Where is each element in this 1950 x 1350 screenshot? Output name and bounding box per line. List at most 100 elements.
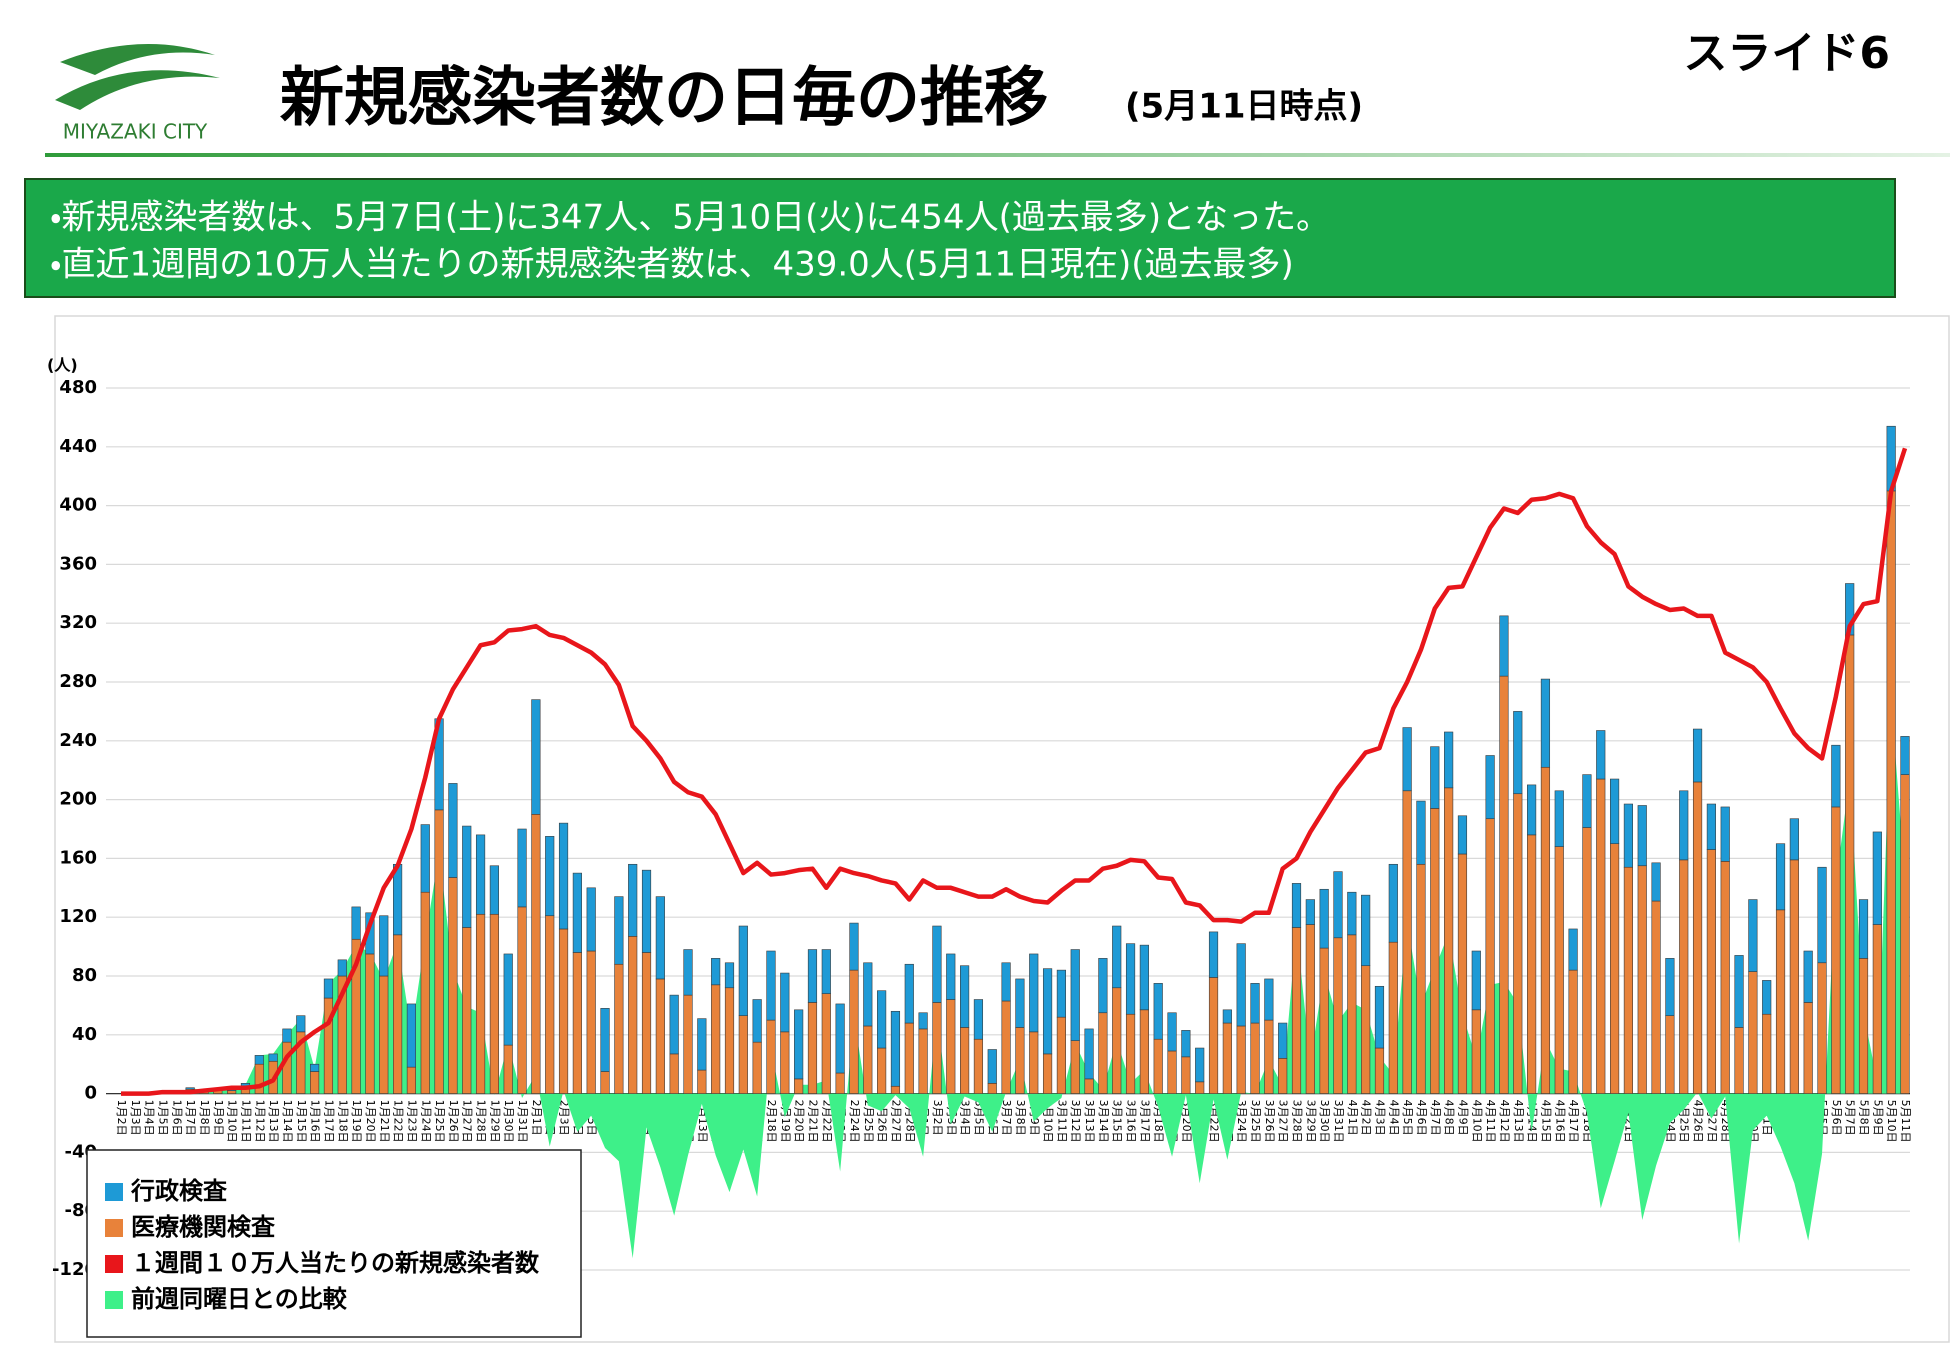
bar-segment (1250, 1022, 1260, 1094)
bar-segment (1568, 928, 1578, 971)
bar-segment (1208, 977, 1219, 1094)
bar-segment (185, 1087, 195, 1090)
x-tick-label: 3月28日 (1291, 1100, 1304, 1143)
bar-segment (1513, 711, 1523, 795)
bar-segment (1568, 969, 1578, 1094)
x-tick-label: 2月24日 (848, 1100, 861, 1143)
y-tick-label: 200 (59, 789, 97, 810)
bar-segment (1070, 949, 1080, 1041)
header-rule (45, 153, 1950, 157)
bar-segment (1181, 1056, 1191, 1094)
bar-segment (1430, 808, 1440, 1094)
x-tick-label: 2月19日 (779, 1100, 792, 1143)
bar-segment (628, 936, 638, 1094)
bar-segment (1153, 983, 1163, 1040)
bar-segment (254, 1063, 264, 1094)
rate-line (121, 447, 1908, 1096)
bar-segment (946, 999, 956, 1094)
bar-segment (794, 1078, 804, 1094)
page-title: 新規感染者数の日毎の推移 (280, 62, 1048, 136)
bar-segment (1070, 1040, 1080, 1094)
bar-segment (558, 928, 569, 1094)
bar-segment (1692, 781, 1703, 1094)
x-tick-label: 1月18日 (336, 1100, 349, 1143)
x-tick-label: 1月26日 (447, 1100, 460, 1143)
x-tick-label: 2月27日 (889, 1100, 902, 1143)
bar-segment (766, 1019, 776, 1094)
y-tick-label: 0 (84, 1083, 97, 1104)
x-tick-label: 3月24日 (1235, 1100, 1248, 1143)
x-tick-label: 4月1日 (1346, 1100, 1359, 1136)
bar-segment (600, 1008, 610, 1072)
bar-segment (351, 906, 361, 940)
x-tick-label: 1月27日 (461, 1100, 474, 1143)
y-tick-label: 320 (59, 612, 97, 633)
x-tick-label: 2月18日 (765, 1100, 778, 1143)
bar-segment (946, 953, 956, 1000)
x-tick-label: 3月17日 (1138, 1100, 1151, 1143)
bar-segment (254, 1055, 264, 1065)
x-tick-label: 3月13日 (1083, 1100, 1096, 1143)
bar-segment (475, 834, 486, 915)
bar-segment (1416, 863, 1426, 1094)
bar-segment (1692, 728, 1703, 783)
bar-segment (835, 1072, 845, 1094)
bar-segment (904, 1022, 914, 1094)
x-tick-label: 4月4日 (1387, 1100, 1400, 1136)
bar-segment (1803, 950, 1813, 1003)
bar-segment (1527, 784, 1537, 836)
notice-line: ・新規感染者数は、5月7日(土)に347人、5月10日(火)に454人(過去最多… (50, 198, 1330, 238)
bar-segment (379, 975, 389, 1094)
y-tick-label: 80 (72, 965, 97, 986)
bar-segment (572, 872, 582, 953)
bar-segment (1402, 727, 1412, 792)
bar-segment (1084, 1028, 1094, 1080)
bar-segment (1651, 862, 1661, 902)
bar-segment (1319, 888, 1329, 949)
bar-segment (1374, 985, 1385, 1049)
bar-segment (1762, 1013, 1772, 1094)
bar-segment (987, 1083, 997, 1094)
page-subtitle: (5月11日時点) (1125, 87, 1363, 127)
bar-segment (1499, 615, 1509, 677)
bar-segment (227, 1090, 237, 1094)
bar-segment (821, 993, 831, 1094)
bar-segment (849, 969, 859, 1094)
x-tick-label: 3月7日 (1000, 1100, 1013, 1136)
x-tick-label: 3月27日 (1277, 1100, 1290, 1143)
bar-segment (531, 813, 541, 1094)
bar-segment (1139, 944, 1149, 1011)
bar-segment (1900, 736, 1910, 775)
x-tick-label: 4月17日 (1567, 1100, 1580, 1143)
bar-segment (1499, 675, 1509, 1094)
bar-segment (835, 1003, 845, 1074)
legend-swatch (105, 1183, 123, 1201)
logo: MIYAZAKI CITY (55, 44, 220, 144)
bar-segment (1665, 1015, 1675, 1094)
bar-segment (1734, 1027, 1744, 1094)
bar-segment (517, 828, 527, 908)
x-tick-label: 3月14日 (1097, 1100, 1110, 1143)
x-tick-label: 1月13日 (267, 1100, 280, 1143)
bar-segment (724, 962, 735, 989)
x-tick-label: 1月20日 (364, 1100, 377, 1143)
x-tick-label: 4月3日 (1373, 1100, 1386, 1136)
x-tick-label: 1月9日 (212, 1100, 225, 1136)
bar-segment (683, 949, 693, 996)
bar-segment (296, 1015, 306, 1033)
x-tick-label: 5月9日 (1871, 1100, 1884, 1136)
bar-segment (545, 836, 555, 917)
slide-label: スライド6 (1683, 28, 1890, 79)
x-tick-label: 2月21日 (806, 1100, 819, 1143)
bar-segment (1734, 955, 1744, 1028)
logo-text: MIYAZAKI CITY (63, 120, 208, 144)
bar-segment (780, 1031, 790, 1094)
x-tick-label: 3月31日 (1332, 1100, 1345, 1143)
bar-segment (406, 1066, 417, 1094)
x-tick-label: 4月5日 (1401, 1100, 1414, 1136)
bar-segment (1457, 853, 1468, 1094)
bar-segment (1056, 969, 1066, 1018)
x-tick-label: 3月12日 (1069, 1100, 1082, 1143)
x-tick-label: 1月21日 (378, 1100, 391, 1143)
